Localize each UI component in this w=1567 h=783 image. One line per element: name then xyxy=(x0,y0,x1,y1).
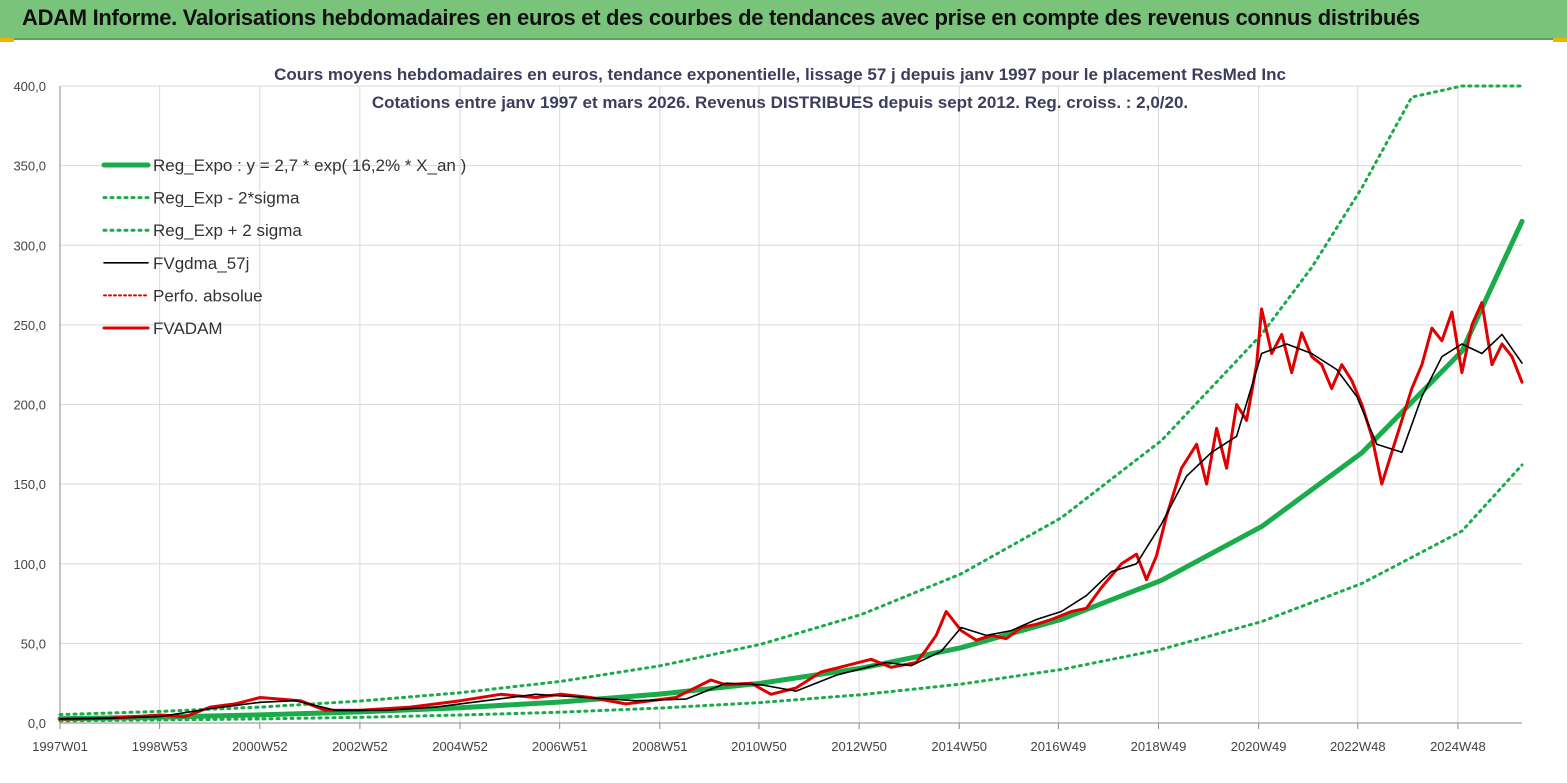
legend-label: Reg_Exp - 2*sigma xyxy=(153,189,300,208)
series-line-5 xyxy=(58,301,1524,721)
y-tick-label: 350,0 xyxy=(13,159,46,174)
grid-lines xyxy=(59,85,1522,724)
x-tick-label: 2000W52 xyxy=(232,739,288,754)
x-tick-label: 1998W53 xyxy=(132,739,188,754)
chart-title-group: Cours moyens hebdomadaires en euros, ten… xyxy=(274,65,1286,112)
x-tick-label: 2016W49 xyxy=(1031,739,1087,754)
legend-label: Perfo. absolue xyxy=(153,286,263,305)
y-tick-label: 200,0 xyxy=(13,398,46,413)
y-tick-label: 50,0 xyxy=(21,636,46,651)
y-tick-label: 150,0 xyxy=(13,477,46,492)
x-tick-label: 2004W52 xyxy=(432,739,488,754)
x-tick-label: 2012W50 xyxy=(831,739,887,754)
x-tick-label: 2010W50 xyxy=(731,739,787,754)
series-line-2 xyxy=(58,84,1524,717)
x-tick-label: 1997W01 xyxy=(32,739,88,754)
accent-mark-right xyxy=(1553,38,1567,42)
header-title: ADAM Informe. Valorisations hebdomadaire… xyxy=(22,5,1420,30)
y-tick-label: 400,0 xyxy=(13,79,46,94)
x-tick-label: 2006W51 xyxy=(532,739,588,754)
series-lines xyxy=(57,84,1525,723)
header-bar: ADAM Informe. Valorisations hebdomadaire… xyxy=(0,0,1567,40)
series-line-0 xyxy=(57,218,1525,722)
y-tick-label: 100,0 xyxy=(13,557,46,572)
x-tick-label: 2022W48 xyxy=(1330,739,1386,754)
chart-canvas: 0,0 50,0 100,0 150,0 200,0 250,0 300,0 350,0 400… xyxy=(13,65,1525,754)
axes: 0,0 50,0 100,0 150,0 200,0 250,0 300,0 350,0 400… xyxy=(13,79,1522,754)
y-tick-label: 250,0 xyxy=(13,318,46,333)
chart-title: Cours moyens hebdomadaires en euros, ten… xyxy=(274,65,1286,84)
x-tick-label: 2018W49 xyxy=(1131,739,1187,754)
x-tick-label: 2014W50 xyxy=(931,739,987,754)
legend-label: FVgdma_57j xyxy=(153,254,249,273)
series-line-1 xyxy=(58,463,1524,723)
x-tick-label: 2020W49 xyxy=(1231,739,1287,754)
y-tick-label: 300,0 xyxy=(13,238,46,253)
legend-label: Reg_Expo : y = 2,7 * exp( 16,2% * X_an ) xyxy=(153,156,466,175)
x-tick-label: 2024W48 xyxy=(1430,739,1486,754)
series-line-3 xyxy=(59,333,1523,720)
y-tick-label: 0,0 xyxy=(28,716,46,731)
x-tick-label: 2008W51 xyxy=(632,739,688,754)
accent-mark-left xyxy=(0,38,14,42)
chart-subtitle: Cotations entre janv 1997 et mars 2026. … xyxy=(372,93,1188,112)
legend-label: FVADAM xyxy=(153,319,223,338)
legend-label: Reg_Exp + 2 sigma xyxy=(153,221,302,240)
x-tick-label: 2002W52 xyxy=(332,739,388,754)
legend: Reg_Expo : y = 2,7 * exp( 16,2% * X_an )… xyxy=(101,156,466,338)
